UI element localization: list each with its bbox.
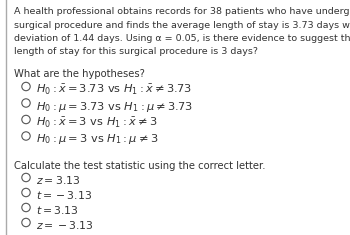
Text: $H_0 : \bar{x} = 3.73\,\,\mathrm{vs}\,\, H_1 : \bar{x} \neq 3.73$: $H_0 : \bar{x} = 3.73\,\,\mathrm{vs}\,\,… [36,83,192,97]
Text: $z = -3.13$: $z = -3.13$ [36,219,94,231]
Text: What are the hypotheses?: What are the hypotheses? [14,69,145,79]
Text: length of stay for this surgical procedure is 3 days?: length of stay for this surgical procedu… [14,47,258,56]
Text: $H_0 : \mu = 3\,\,\mathrm{vs}\,\, H_1 : \mu \neq 3$: $H_0 : \mu = 3\,\,\mathrm{vs}\,\, H_1 : … [36,133,159,146]
Text: $H_0 : \bar{x} = 3\,\,\mathrm{vs}\,\, H_1 : \bar{x} \neq 3$: $H_0 : \bar{x} = 3\,\,\mathrm{vs}\,\, H_… [36,116,158,130]
Text: $H_0 : \mu = 3.73\,\,\mathrm{vs}\,\, H_1 : \mu \neq 3.73$: $H_0 : \mu = 3.73\,\,\mathrm{vs}\,\, H_1… [36,99,193,114]
Text: surgical procedure and finds the average length of stay is 3.73 days with a stan: surgical procedure and finds the average… [14,20,350,30]
Text: $z = 3.13$: $z = 3.13$ [36,174,80,186]
Text: deviation of 1.44 days. Using α = 0.05, is there evidence to suggest the actual : deviation of 1.44 days. Using α = 0.05, … [14,34,350,43]
Text: $t = -3.13$: $t = -3.13$ [36,189,92,201]
Text: $t = 3.13$: $t = 3.13$ [36,204,79,216]
Text: Calculate the test statistic using the correct letter.: Calculate the test statistic using the c… [14,161,266,171]
Text: A health professional obtains records for 38 patients who have undergone a certa: A health professional obtains records fo… [14,7,350,16]
